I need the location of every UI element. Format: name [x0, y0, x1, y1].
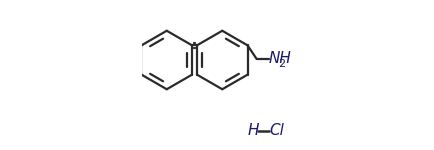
- Text: 2: 2: [278, 59, 285, 69]
- Text: Cl: Cl: [269, 123, 284, 138]
- Text: NH: NH: [269, 51, 292, 66]
- Text: H: H: [248, 123, 260, 138]
